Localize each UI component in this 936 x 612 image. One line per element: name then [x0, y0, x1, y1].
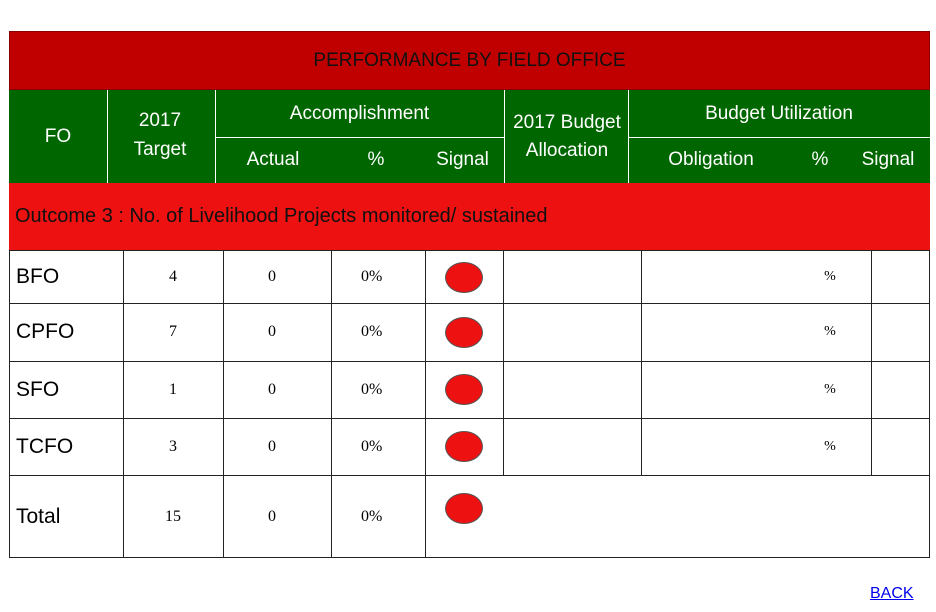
header-target: 2017 Target: [133, 110, 187, 160]
outcome-banner: Outcome 3 : No. of Livelihood Projects m…: [9, 183, 930, 250]
red-signal-icon: [445, 431, 483, 462]
percent-cell: 0%: [361, 323, 383, 340]
signal-cell: [425, 418, 503, 475]
actual-cell: 0: [268, 323, 276, 340]
header-util-percent: %: [811, 149, 829, 170]
actual-cell: 0: [268, 268, 276, 285]
actual-cell: 0: [268, 380, 276, 398]
percent-cell: 0%: [361, 380, 383, 398]
util-percent-cell: %: [824, 438, 836, 454]
actual-cell: 0: [268, 508, 276, 525]
fo-cell: TCFO: [16, 434, 74, 458]
fo-cell: CPFO: [16, 320, 75, 343]
target-cell: 7: [169, 323, 177, 340]
table-row: TCFO 3 0 0% %: [10, 418, 929, 475]
header-util-signal: Signal: [861, 149, 915, 170]
signal-cell: [425, 251, 503, 303]
target-cell: 3: [169, 437, 177, 455]
target-cell: 1: [169, 380, 177, 398]
page-title: PERFORMANCE BY FIELD OFFICE: [9, 31, 930, 90]
target-cell: 15: [165, 508, 181, 525]
fo-cell: BFO: [16, 265, 60, 288]
table-row: BFO 4 0 0% %: [10, 251, 929, 303]
red-signal-icon: [445, 316, 483, 348]
red-signal-icon: [445, 493, 483, 524]
table-row: SFO 1 0 0% %: [10, 361, 929, 418]
header-signal: Signal: [436, 149, 489, 170]
percent-cell: 0%: [361, 268, 383, 285]
table-row: CPFO 7 0 0% %: [10, 303, 929, 361]
table-row: Total 15 0 0%: [10, 475, 929, 559]
signal-cell: [425, 303, 503, 361]
fo-cell: SFO: [16, 377, 60, 401]
red-signal-icon: [445, 261, 483, 293]
actual-cell: 0: [268, 437, 276, 455]
util-percent-cell: %: [824, 381, 836, 397]
header-accomplishment: Accomplishment: [289, 102, 430, 124]
back-link[interactable]: BACK: [870, 585, 914, 602]
header-fo: FO: [44, 125, 72, 147]
header-obligation: Obligation: [668, 149, 754, 170]
table-header: FO 2017 Target Accomplishment Actual % S…: [9, 90, 930, 183]
target-cell: 4: [169, 268, 177, 285]
header-percent: %: [367, 149, 385, 170]
util-percent-cell: %: [824, 269, 836, 284]
header-actual: Actual: [246, 149, 300, 170]
header-budget-allocation: 2017 Budget Allocation: [513, 112, 621, 161]
fo-cell: Total: [16, 505, 61, 528]
red-signal-icon: [445, 374, 483, 405]
percent-cell: 0%: [361, 437, 383, 455]
header-budget-utilization: Budget Utilization: [705, 102, 853, 124]
percent-cell: 0%: [361, 508, 383, 525]
signal-cell: [425, 475, 503, 559]
data-table: BFO 4 0 0% % CPFO 7 0 0% % SFO 1 0 0% % …: [9, 250, 930, 558]
util-percent-cell: %: [824, 324, 836, 339]
signal-cell: [425, 361, 503, 418]
